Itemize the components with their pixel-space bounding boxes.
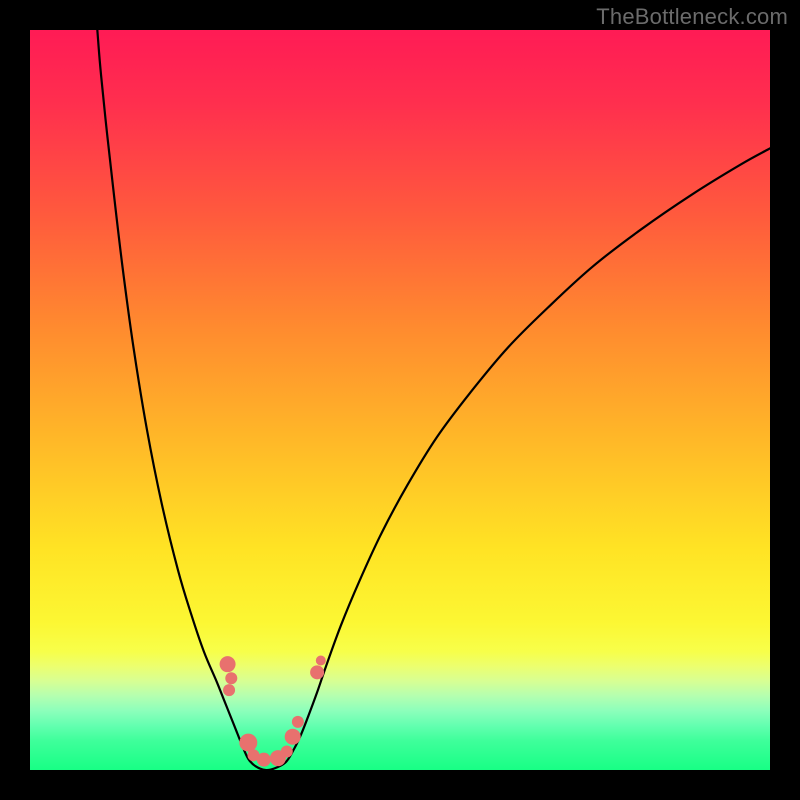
data-marker (285, 729, 301, 745)
data-marker (292, 716, 304, 728)
data-marker (316, 655, 326, 665)
data-marker (220, 656, 236, 672)
bottleneck-chart-svg (0, 0, 800, 800)
data-marker (225, 672, 237, 684)
data-marker (223, 684, 235, 696)
watermark-text: TheBottleneck.com (596, 4, 788, 30)
data-marker (239, 734, 257, 752)
data-marker (310, 665, 324, 679)
data-marker (281, 746, 293, 758)
data-marker (257, 753, 271, 767)
chart-container: TheBottleneck.com (0, 0, 800, 800)
